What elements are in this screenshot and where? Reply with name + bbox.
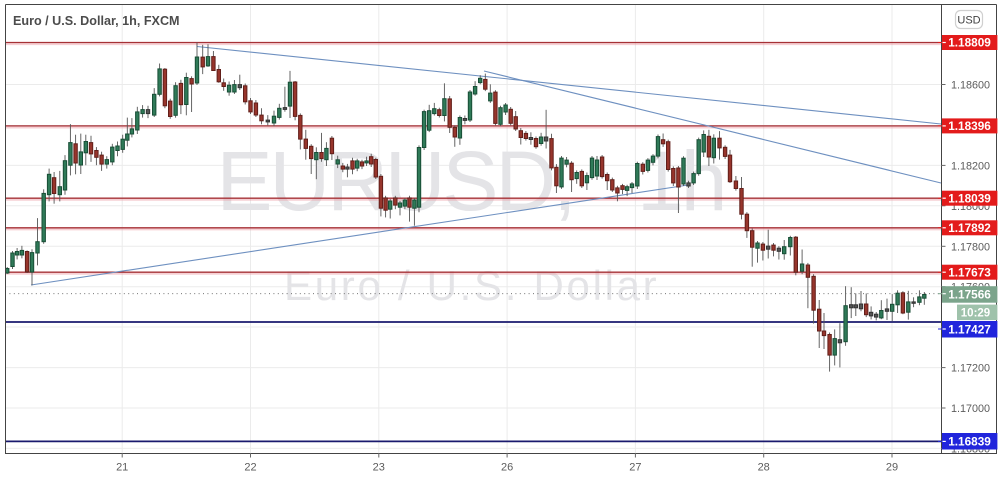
svg-text:1.17800: 1.17800 <box>951 241 990 253</box>
svg-text:Euro / U.S. Dollar: Euro / U.S. Dollar <box>284 262 659 309</box>
svg-text:21: 21 <box>116 462 128 474</box>
svg-text:1.18809: 1.18809 <box>948 36 991 50</box>
svg-text:22: 22 <box>244 462 256 474</box>
svg-text:1.18039: 1.18039 <box>948 191 991 205</box>
svg-text:EURUSD,: EURUSD, <box>217 134 574 228</box>
svg-text:1.17000: 1.17000 <box>951 403 990 415</box>
svg-text:1.18600: 1.18600 <box>951 80 990 92</box>
svg-text:1.18200: 1.18200 <box>951 160 990 172</box>
svg-text:10:29: 10:29 <box>961 307 990 319</box>
svg-text:Euro / U.S. Dollar, 1h, FXCM: Euro / U.S. Dollar, 1h, FXCM <box>13 14 180 28</box>
svg-text:23: 23 <box>373 462 385 474</box>
svg-text:28: 28 <box>758 462 770 474</box>
svg-text:USD: USD <box>957 15 980 27</box>
svg-text:1.17200: 1.17200 <box>951 363 990 375</box>
svg-text:1h: 1h <box>637 134 724 228</box>
svg-text:1.17673: 1.17673 <box>948 265 991 279</box>
svg-text:27: 27 <box>629 462 641 474</box>
svg-text:1.17566: 1.17566 <box>948 288 991 302</box>
svg-text:1.16839: 1.16839 <box>948 434 991 448</box>
svg-text:26: 26 <box>501 462 513 474</box>
svg-text:1.17892: 1.17892 <box>948 221 991 235</box>
svg-text:1.18396: 1.18396 <box>948 119 991 133</box>
svg-text:1.17427: 1.17427 <box>948 322 991 336</box>
svg-text:29: 29 <box>886 462 898 474</box>
